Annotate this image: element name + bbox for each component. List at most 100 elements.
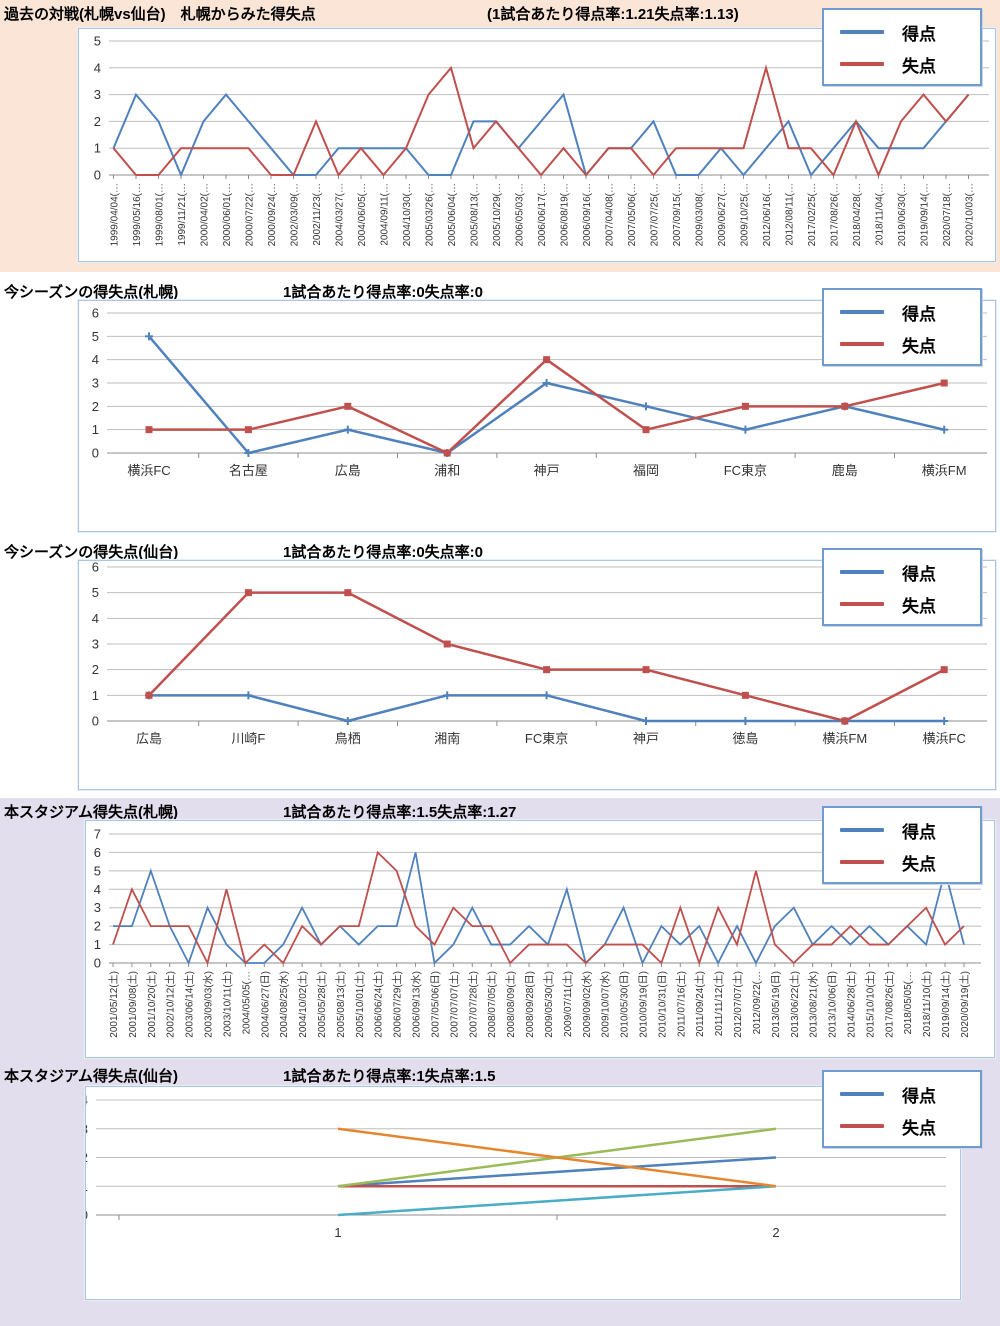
y-tick-label: 5 (92, 329, 99, 344)
x-tick-label: 1 (334, 1225, 341, 1240)
x-tick-label: 浦和 (434, 463, 460, 478)
data-marker (344, 589, 352, 597)
x-tick-label: 2020/09/19(土) (958, 971, 971, 1038)
legend-label: 得点 (902, 1086, 936, 1106)
y-tick-label: 2 (92, 399, 99, 414)
y-tick-label: 7 (94, 827, 101, 842)
x-tick-label: 2000/04/02(… (200, 183, 211, 246)
x-tick-label: 2007/09/15(… (672, 183, 683, 246)
x-tick-label: 2007/04/08(… (605, 183, 616, 246)
y-tick-label: 5 (92, 585, 99, 600)
legend-line-swatch (840, 828, 884, 832)
y-tick-label: 2 (94, 919, 101, 934)
x-tick-label: 2004/09/11(… (380, 183, 391, 246)
data-marker (841, 717, 849, 725)
x-tick-label: 広島 (136, 731, 162, 746)
legend-line-swatch (840, 1092, 884, 1096)
x-tick-label: 2018/11/10(土) (920, 971, 933, 1037)
data-marker (940, 379, 948, 387)
x-tick-label: 横浜FC (923, 731, 966, 746)
data-marker (841, 402, 849, 410)
section-season-sendai: 今シーズンの得失点(仙台) 1試合あたり得点率:0失点率:0 0 1 2 3 4 5 6 広島… (0, 538, 1000, 798)
x-tick-label: 2008/07/05(土) (485, 971, 498, 1038)
x-tick-label: 2003/10/11(土) (220, 971, 233, 1037)
x-tick-label: 2008/08/09(土) (504, 971, 517, 1038)
x-tick-label: 川崎F (231, 731, 265, 746)
y-tick-label: 2 (86, 1150, 88, 1165)
x-tick-label: 2011/11/12(土) (712, 971, 725, 1036)
x-tick-label: 2013/08/21(水) (808, 971, 820, 1038)
y-tick-label: 4 (86, 1093, 88, 1108)
y-tick-label: 3 (94, 900, 101, 915)
chart-subtitle: 1試合あたり得点率:1.5失点率:1.27 (283, 804, 517, 821)
x-tick-label: 2008/09/28(日) (525, 971, 536, 1038)
x-tick-label: 2000/06/01(… (222, 183, 233, 246)
x-tick-label: 2009/10/07(水) (600, 971, 612, 1038)
titlebar: 今シーズンの得失点(仙台) 1試合あたり得点率:0失点率:0 (4, 541, 996, 563)
y-tick-label: 0 (86, 1208, 88, 1223)
x-tick-label: 2007/07/25(… (650, 183, 661, 246)
y-tick-label: 2 (94, 114, 101, 129)
x-tick-label: 2001/09/08(土) (126, 971, 139, 1038)
x-tick-label: 2011/09/24(土) (693, 971, 706, 1037)
titlebar: 本スタジアム得失点(札幌) 1試合あたり得点率:1.5失点率:1.27 (4, 801, 996, 823)
legend-label: 失点 (902, 596, 936, 616)
titlebar: 本スタジアム得失点(仙台) 1試合あたり得点率:1失点率:1.5 (4, 1065, 996, 1087)
x-tick-label: 横浜FC (127, 463, 170, 478)
data-marker (145, 426, 153, 434)
section-season-sapporo: 今シーズンの得失点(札幌) 1試合あたり得点率:0失点率:0 0 1 2 3 4 5 6 横浜… (0, 272, 1000, 538)
chart-subtitle: (1試合あたり得点率:1.21失点率:1.13) (487, 6, 739, 23)
y-tick-label: 3 (86, 1121, 88, 1136)
legend-label: 失点 (902, 854, 936, 874)
legend-line-swatch (840, 860, 884, 864)
titlebar: 今シーズンの得失点(札幌) 1試合あたり得点率:0失点率:0 (4, 281, 996, 303)
x-tick-label: 2017/08/26(土) (882, 971, 895, 1038)
data-marker (543, 356, 551, 364)
stadium-sapporo-line-chart: 0 1 2 3 4 5 6 7 2001/05/12(土) 2001/09/08(土) 2001/1… (94, 827, 981, 1038)
y-tick-label: 5 (94, 863, 101, 878)
x-tick-label: 2005/06/04(… (447, 183, 458, 246)
stadium-sendai-line-chart: 0 1 2 3 4 1 2 (86, 1093, 946, 1240)
y-tick-label: 6 (92, 306, 99, 321)
legend-label: 得点 (902, 24, 936, 44)
data-marker (642, 666, 650, 674)
x-tick-label: 2006/05/03(… (515, 183, 526, 246)
x-tick-label: 2004/06/27(日) (260, 971, 271, 1038)
chart-subtitle: 1試合あたり得点率:0失点率:0 (283, 284, 484, 301)
legend-entry: 失点 (824, 48, 980, 80)
legend-label: 失点 (902, 56, 936, 76)
y-tick-label: 3 (92, 376, 99, 391)
series-line (337, 1156, 777, 1188)
x-tick-label: 2020/10/03(… (965, 183, 976, 246)
x-tick-label: 2018/11/04(… (875, 183, 886, 246)
data-marker (244, 589, 252, 597)
legend-entry: 得点 (824, 556, 980, 588)
legend: 得点 失点 (822, 288, 982, 366)
data-marker (443, 640, 451, 648)
x-tick-label: 2009/06/27(… (717, 183, 728, 246)
x-tick-label: 2006/06/17(… (537, 183, 548, 246)
section-stadium-sapporo: 本スタジアム得失点(札幌) 1試合あたり得点率:1.5失点率:1.27 0 1 2 3… (0, 798, 1000, 1062)
y-tick-label: 6 (94, 845, 101, 860)
x-tick-label: 1999/08/01(… (155, 183, 166, 246)
series-line (337, 1127, 777, 1188)
x-tick-label: 2013/06/22(土) (788, 971, 801, 1038)
chart-title: 過去の対戦(札幌vs仙台) 札幌からみた得失点 (4, 6, 316, 23)
x-tick-label: 鹿島 (832, 463, 858, 478)
x-tick-label: 2007/05/06(… (627, 183, 638, 246)
x-tick-label: 横浜FM (822, 731, 867, 746)
x-tick-label: 2019/09/14(土) (939, 971, 952, 1038)
x-tick-label: 1999/05/16(… (132, 183, 143, 246)
season-sapporo-line-chart: 0 1 2 3 4 5 6 横浜FC 名古屋 広島 浦和 神戸 福岡 FC東京 鹿島 横浜FM (92, 306, 987, 478)
data-marker (642, 426, 650, 434)
series-line (337, 1185, 777, 1217)
series-line (112, 64, 970, 178)
y-tick-label: 3 (94, 87, 101, 102)
x-tick-label: 2012/08/11(… (785, 183, 796, 246)
x-tick-label: 神戸 (534, 463, 560, 478)
x-tick-label: 2019/06/30(… (897, 183, 908, 246)
x-tick-label: 2006/09/16(… (582, 183, 593, 246)
x-tick-label: 2010/09/19(日) (638, 971, 649, 1038)
legend-line-swatch (840, 310, 884, 314)
